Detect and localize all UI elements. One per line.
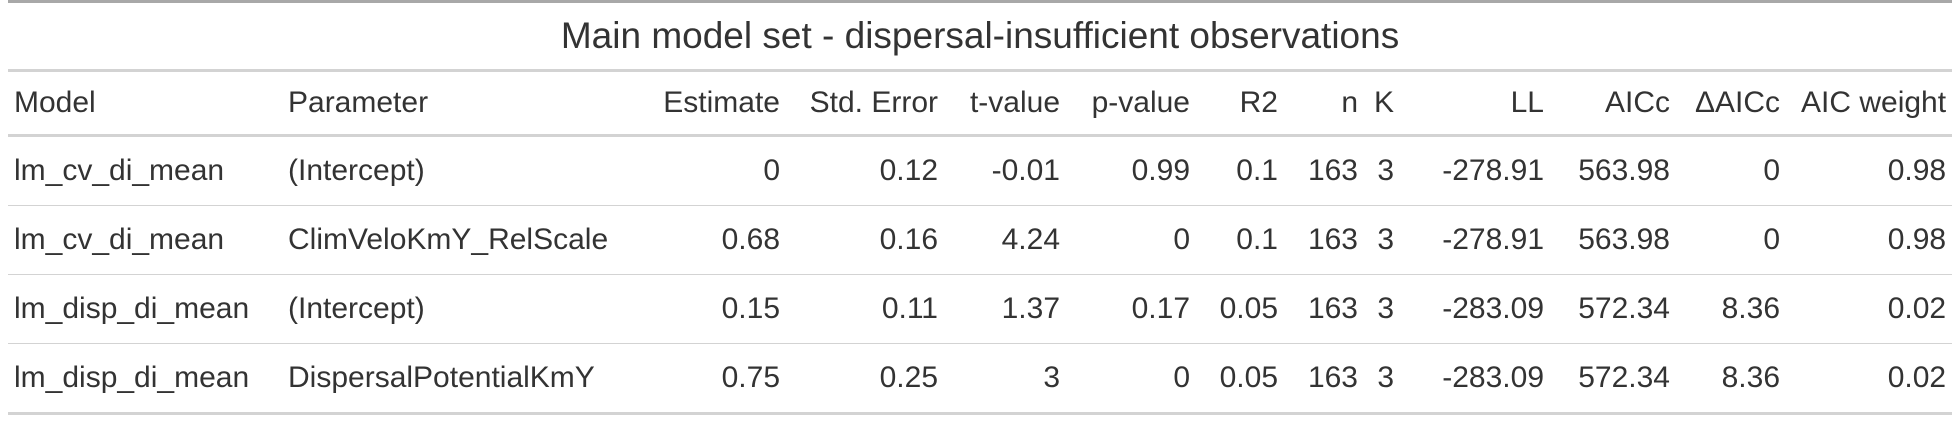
cell-model: lm_disp_di_mean [8,274,282,344]
table-row: lm_disp_di_mean DispersalPotentialKmY 0.… [8,343,1953,415]
column-header-ll: LL [1400,70,1550,137]
cell-p-value: 0.99 [1066,135,1196,206]
cell-n: 163 [1284,205,1364,275]
column-header-aic-weight: AIC weight [1786,70,1953,137]
cell-ll: -283.09 [1400,343,1550,415]
cell-parameter: (Intercept) [282,135,632,206]
column-header-parameter: Parameter [282,70,632,137]
cell-estimate: 0.15 [632,274,786,344]
cell-parameter: ClimVeloKmY_RelScale [282,205,632,275]
column-header-t-value: t-value [944,70,1066,137]
cell-k: 3 [1364,343,1400,415]
cell-parameter: (Intercept) [282,274,632,344]
cell-estimate: 0.75 [632,343,786,415]
column-header-estimate: Estimate [632,70,786,137]
column-header-model: Model [8,70,282,137]
cell-aicc: 572.34 [1550,274,1676,344]
cell-aicc: 572.34 [1550,343,1676,415]
cell-delta-aicc: 8.36 [1676,274,1786,344]
header-row: Model Parameter Estimate Std. Error t-va… [8,70,1953,137]
cell-std-error: 0.12 [786,135,944,206]
cell-t-value: 3 [944,343,1066,415]
cell-std-error: 0.25 [786,343,944,415]
column-header-k: K [1364,70,1400,137]
cell-k: 3 [1364,135,1400,206]
cell-std-error: 0.16 [786,205,944,275]
cell-r2: 0.05 [1196,343,1284,415]
column-header-delta-aicc: ΔAICc [1676,70,1786,137]
cell-t-value: 1.37 [944,274,1066,344]
cell-n: 163 [1284,135,1364,206]
cell-aic-weight: 0.98 [1786,135,1953,206]
cell-ll: -278.91 [1400,135,1550,206]
cell-aicc: 563.98 [1550,205,1676,275]
cell-aicc: 563.98 [1550,135,1676,206]
cell-p-value: 0 [1066,205,1196,275]
column-header-std-error: Std. Error [786,70,944,137]
cell-model: lm_disp_di_mean [8,343,282,415]
cell-delta-aicc: 8.36 [1676,343,1786,415]
cell-n: 163 [1284,274,1364,344]
cell-k: 3 [1364,274,1400,344]
cell-aic-weight: 0.02 [1786,343,1953,415]
column-header-p-value: p-value [1066,70,1196,137]
table-row: lm_disp_di_mean (Intercept) 0.15 0.11 1.… [8,274,1953,344]
cell-std-error: 0.11 [786,274,944,344]
cell-t-value: 4.24 [944,205,1066,275]
cell-estimate: 0.68 [632,205,786,275]
cell-aic-weight: 0.02 [1786,274,1953,344]
cell-delta-aicc: 0 [1676,205,1786,275]
cell-k: 3 [1364,205,1400,275]
cell-p-value: 0 [1066,343,1196,415]
cell-estimate: 0 [632,135,786,206]
model-results-table: Main model set - dispersal-insufficient … [8,0,1953,415]
cell-r2: 0.1 [1196,205,1284,275]
table-row: lm_cv_di_mean ClimVeloKmY_RelScale 0.68 … [8,205,1953,275]
column-header-n: n [1284,70,1364,137]
cell-t-value: -0.01 [944,135,1066,206]
table-title: Main model set - dispersal-insufficient … [8,0,1953,72]
cell-ll: -283.09 [1400,274,1550,344]
cell-model: lm_cv_di_mean [8,135,282,206]
column-header-r2: R2 [1196,70,1284,137]
table-row: lm_cv_di_mean (Intercept) 0 0.12 -0.01 0… [8,135,1953,206]
cell-aic-weight: 0.98 [1786,205,1953,275]
cell-parameter: DispersalPotentialKmY [282,343,632,415]
results-table-container: Main model set - dispersal-insufficient … [8,0,1953,415]
cell-delta-aicc: 0 [1676,135,1786,206]
cell-p-value: 0.17 [1066,274,1196,344]
cell-r2: 0.05 [1196,274,1284,344]
cell-ll: -278.91 [1400,205,1550,275]
cell-model: lm_cv_di_mean [8,205,282,275]
cell-n: 163 [1284,343,1364,415]
cell-r2: 0.1 [1196,135,1284,206]
column-header-aicc: AICc [1550,70,1676,137]
